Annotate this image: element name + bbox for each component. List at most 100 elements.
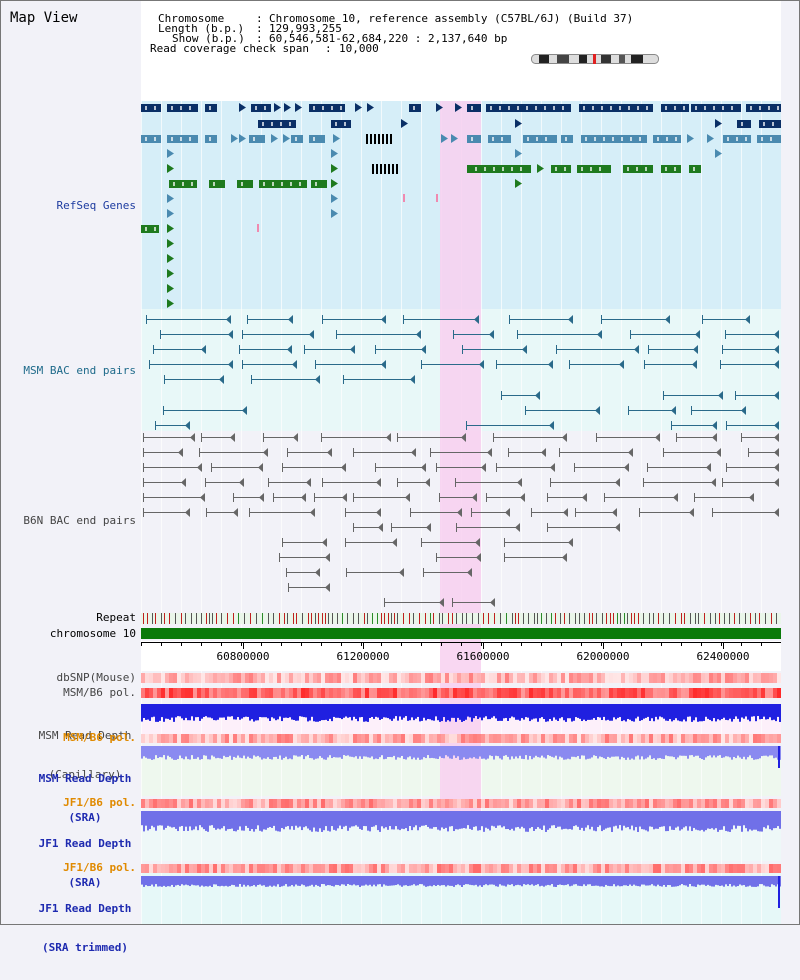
jf1-b6-pol-heatmap-cell [729,799,733,808]
msm-sra-depth-bar [183,746,185,760]
msm-capillary-depth-bar [469,704,471,718]
jf1-b6-pol-trimmed-heatmap-cell [613,864,617,873]
jf1-trimmed-depth-bar [489,876,491,885]
msm-capillary-depth-bar [625,704,627,722]
msm-b6-pol-sra-heatmap-cell [709,734,713,743]
jf1-sra-depth-bar [427,811,429,827]
repeat-mark [755,613,756,624]
msm-b6-pol-heatmap-cell [777,688,781,698]
jf1-trimmed-depth-bar [433,876,435,886]
jf1-trimmed-depth-bar [263,876,265,886]
msm-sra-depth-bar [469,746,471,758]
msm-capillary-depth-bar [199,704,201,721]
jf1-b6-pol-heatmap-cell [189,799,193,808]
repeat-mark [518,613,519,624]
dbsnp-heatmap-cell [777,673,781,683]
jf1-sra-depth-bar [517,811,519,827]
jf1-sra-depth-bar [545,811,547,832]
msm-capillary-depth-bar [287,704,289,718]
msm-sra-depth-bar [191,746,193,756]
jf1-sra-depth-bar [765,811,767,829]
msm-bac-pair-arrow [350,345,355,354]
b6n-bac-pair-arrow [520,493,525,502]
jf1-b6-pol-trimmed-heatmap-cell [393,864,397,873]
msm-sra-depth-bar [421,746,423,760]
repeat-mark [328,613,329,624]
jf1-sra-depth-bar [231,811,233,829]
gene-exon-mark [173,182,175,186]
jf1-trimmed-depth-bar [149,876,151,887]
jf1-b6-pol-heatmap-cell [213,799,217,808]
jf1-sra-depth-bar [733,811,735,826]
dbsnp-heatmap-cell [225,673,229,683]
msm-b6-pol-sra-heatmap-cell [469,734,473,743]
repeat-mark [152,613,153,624]
msm-sra-depth-bar [639,746,641,760]
jf1-sra-depth-bar [189,811,191,827]
jf1-b6-pol-trimmed-heatmap-cell [773,864,777,873]
msm-b6-pol-heatmap-cell [761,688,765,698]
msm-sra-depth-bar [525,746,527,756]
jf1-b6-pol-trimmed-heatmap-cell [197,864,201,873]
gene-exon-mark [484,167,486,171]
jf1-trimmed-depth-bar [685,876,687,886]
msm-capillary-depth-bar [613,704,615,718]
dbsnp-heatmap-cell [285,673,289,683]
chromosome-ideogram[interactable] [531,54,659,64]
jf1-b6-pol-trimmed-heatmap-cell [457,864,461,873]
msm-sra-depth-bar [655,746,657,760]
jf1-sra-depth-bar [715,811,717,829]
msm-b6-pol-sra-heatmap-cell [537,734,541,743]
msm-sra-depth-bar [267,746,269,758]
msm-capillary-depth-bar [263,704,265,718]
msm-b6-pol-sra-heatmap-cell [601,734,605,743]
msm-capillary-depth-bar [655,704,657,717]
gene-exon-cluster [396,164,398,174]
msm-sra-depth-bar [371,746,373,757]
gene-exon-mark [145,106,147,110]
jf1-trimmed-depth-bar [519,876,521,886]
jf1-b6-pol-trimmed-heatmap-cell [169,864,173,873]
repeat-mark [372,613,373,624]
msm-sra-depth-bar [331,746,333,759]
jf1-b6-pol-heatmap-cell [701,799,705,808]
gene-arrow [167,254,174,263]
dbsnp-heatmap-cell [529,673,533,683]
jf1-b6-pol-trimmed-heatmap-cell [765,864,769,873]
jf1-sra-depth-bar [745,811,747,829]
jf1-trimmed-depth-bar [265,876,267,887]
repeat-mark [332,613,333,624]
jf1-trimmed-depth-bar [339,876,341,886]
msm-sra-depth-bar [709,746,711,756]
jf1-b6-pol-heatmap-cell [693,799,697,808]
jf1-sra-depth-bar [389,811,391,827]
msm-capillary-depth-bar [513,704,515,718]
msm-sra-depth-bar [333,746,335,758]
msm-capillary-depth-bar [373,704,375,719]
msm-b6-pol-heatmap-cell [169,688,173,698]
msm-capillary-depth-bar [683,704,685,720]
msm-b6-pol-sra-heatmap-cell [557,734,561,743]
msm-sra-depth-bar [389,746,391,757]
repeat-mark [620,613,621,624]
b6n-bac-pair-arrow [341,463,346,472]
jf1-sra-depth-bar [657,811,659,829]
jf1-b6-pol-heatmap-cell [581,799,585,808]
msm-sra-depth-bar [279,746,281,756]
track-canvas[interactable]: 60800000 61200000 61600000 62000000 62400000 [141,101,781,924]
msm-b6-pol-sra-heatmap-cell [245,734,249,743]
msm-sra-depth-bar [539,746,541,758]
dbsnp-heatmap-cell [233,673,237,683]
jf1-sra-depth-bar [375,811,377,826]
repeat-mark [579,613,580,624]
msm-b6-pol-sra-heatmap-cell [657,734,661,743]
jf1-trimmed-depth-bar [487,876,489,886]
jf1-b6-pol-heatmap-cell [457,799,461,808]
dbsnp-heatmap-cell [405,673,409,683]
dbsnp-heatmap-cell [141,673,145,683]
msm-b6-pol-sra-heatmap-cell [205,734,209,743]
jf1-sra-depth-bar [299,811,301,827]
msm-bac-pair-arrow [595,406,600,415]
msm-sra-depth-bar [543,746,545,758]
jf1-trimmed-depth-bar [737,876,739,887]
